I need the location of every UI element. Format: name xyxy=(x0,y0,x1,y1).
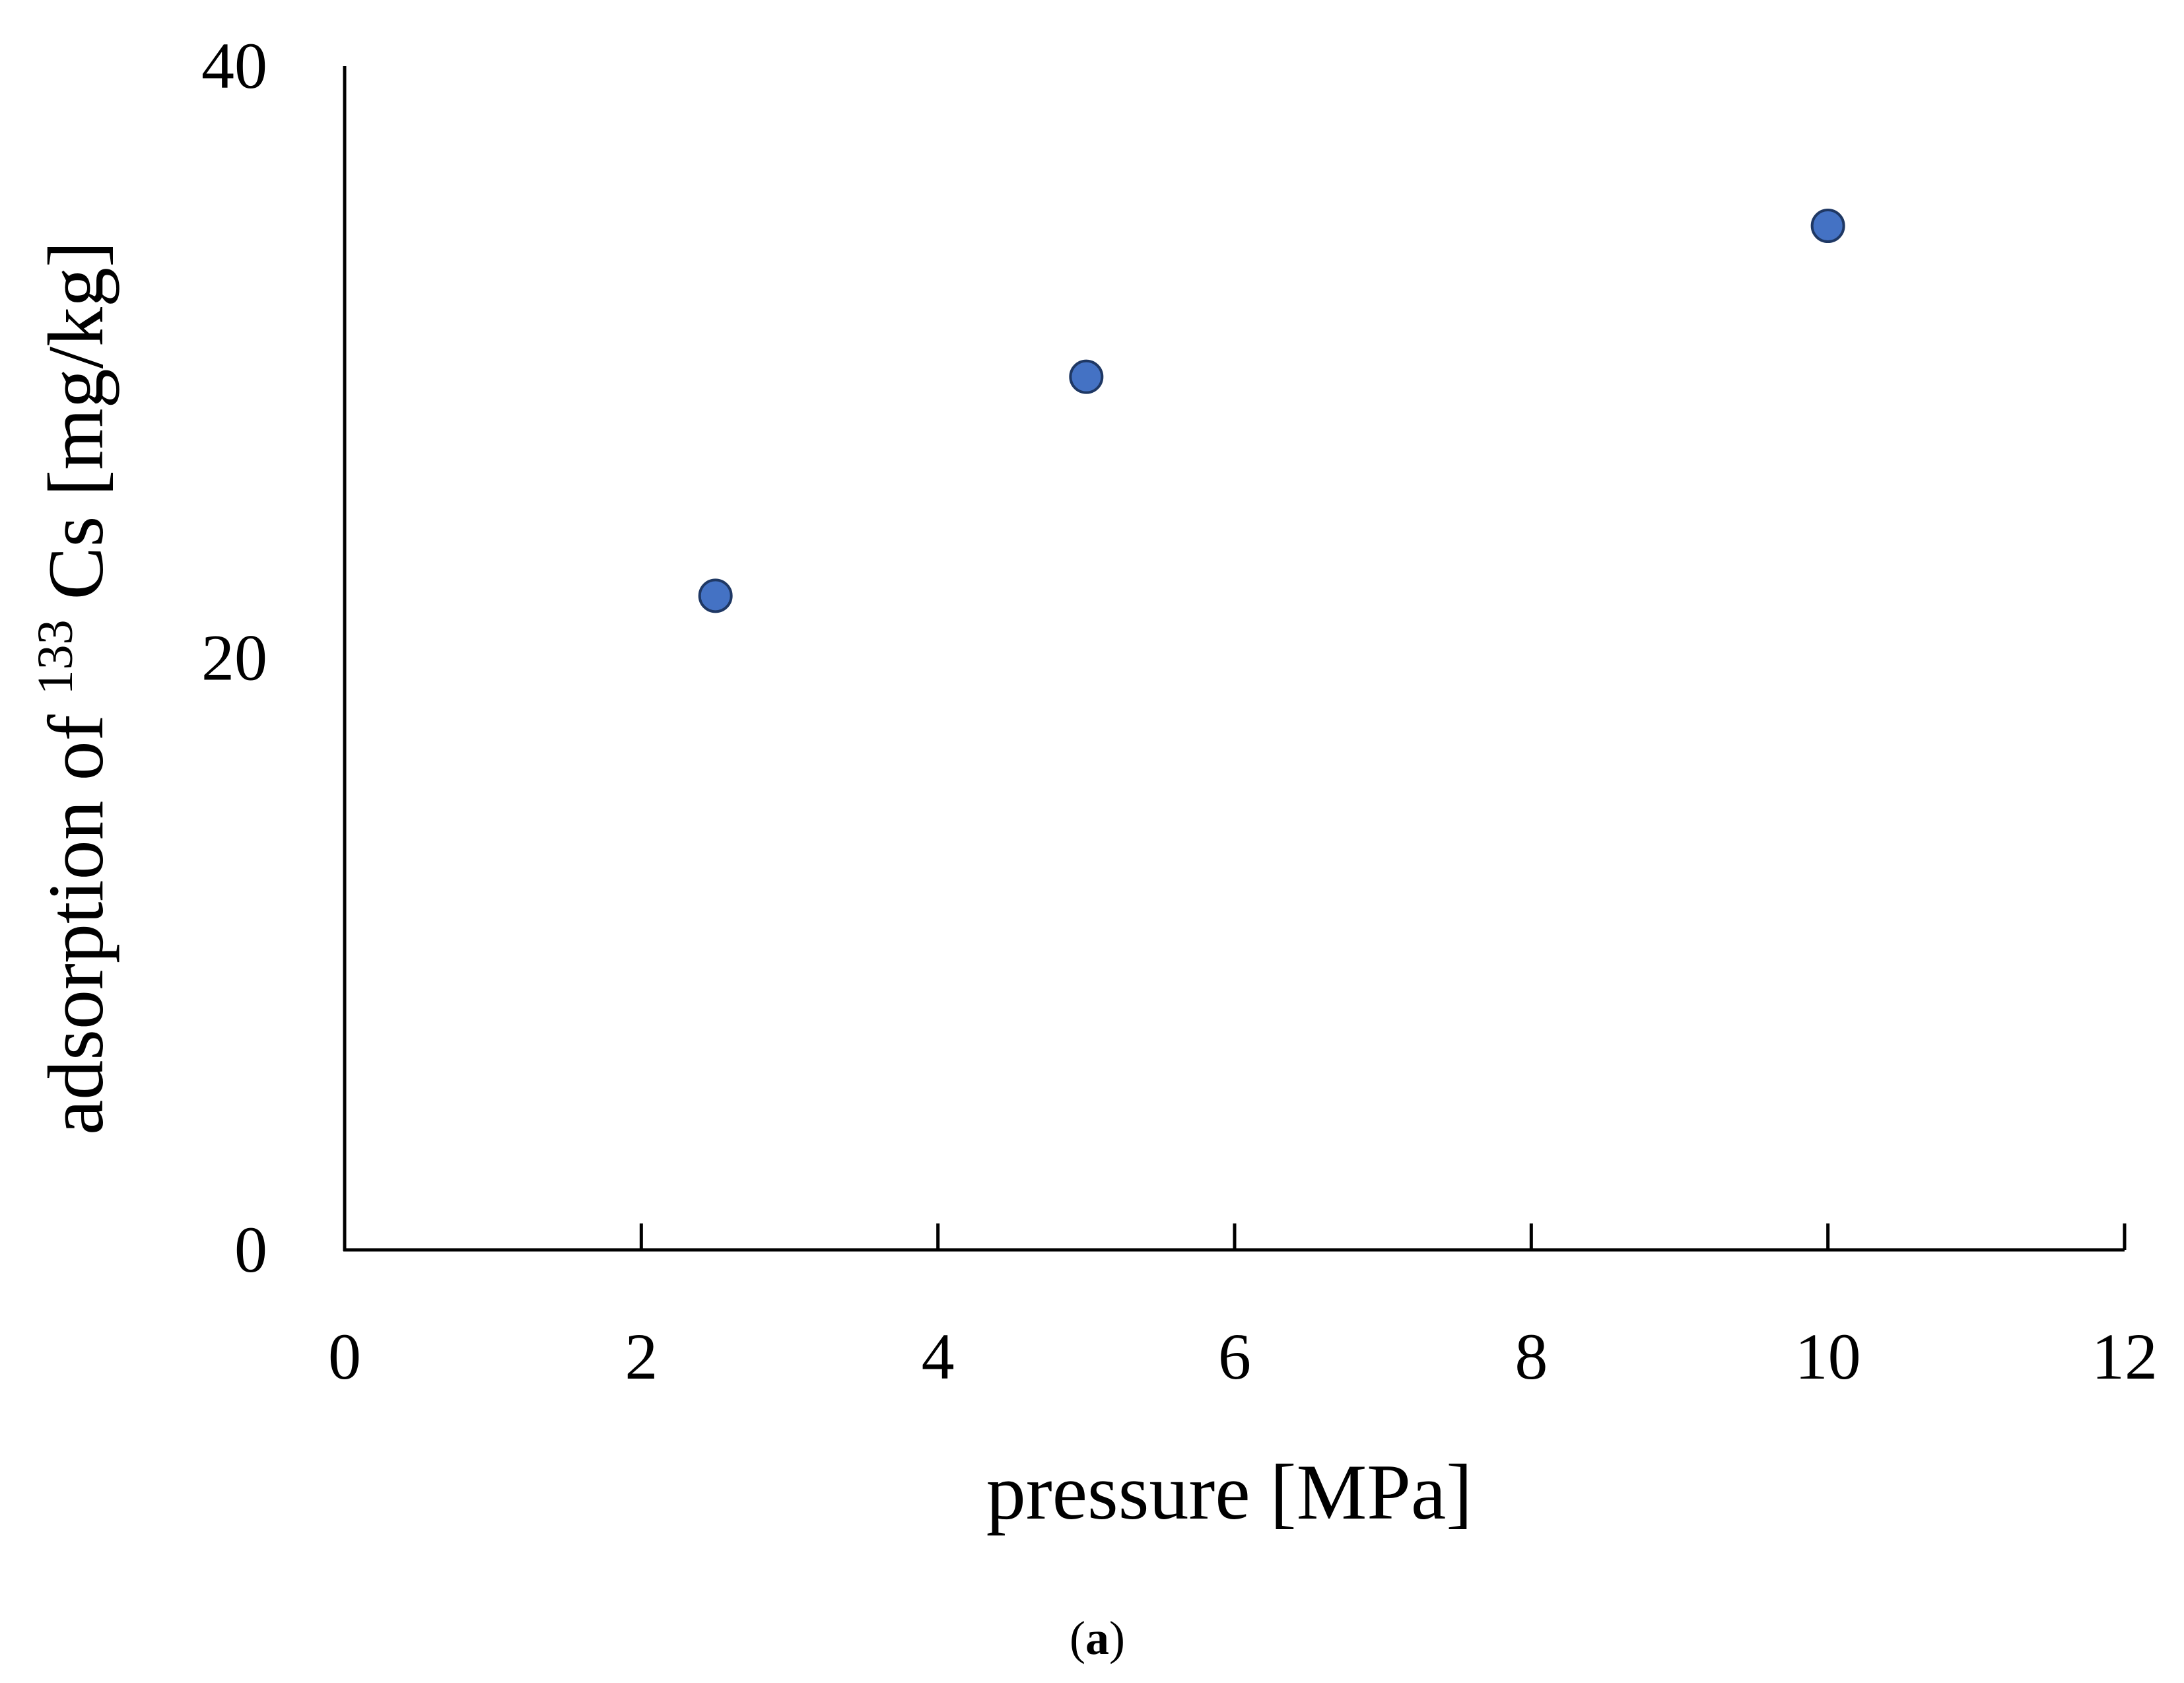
y-axis-title-suffix: Cs [mg/kg] xyxy=(32,241,119,619)
x-tick-label: 12 xyxy=(2092,1320,2158,1393)
y-tick-label: 20 xyxy=(201,621,267,695)
x-tick-label: 0 xyxy=(328,1320,361,1393)
panel-label-open: ( xyxy=(1070,1612,1085,1665)
y-tick-label: 40 xyxy=(201,29,267,102)
y-axis-title-superscript: 133 xyxy=(28,619,83,695)
y-ticks: 0 20 40 xyxy=(201,29,267,1286)
data-point xyxy=(1069,359,1104,394)
x-tick-label: 4 xyxy=(922,1320,955,1393)
x-tick-label: 10 xyxy=(1795,1320,1861,1393)
y-axis-title-prefix: adsorption of xyxy=(32,695,119,1135)
data-point xyxy=(698,578,733,613)
x-tick-label: 6 xyxy=(1218,1320,1251,1393)
x-tick-label: 2 xyxy=(625,1320,658,1393)
panel-label: (a) xyxy=(1070,1612,1125,1665)
panel-label-close: ) xyxy=(1109,1612,1125,1665)
panel-label-letter: a xyxy=(1085,1612,1109,1665)
data-points xyxy=(698,209,1845,613)
y-tick-label: 0 xyxy=(234,1213,267,1286)
x-axis-title: pressure [MPa] xyxy=(986,1448,1472,1536)
x-tick-label: 8 xyxy=(1515,1320,1548,1393)
x-ticks: 0 2 4 6 8 10 12 xyxy=(328,1223,2158,1393)
y-axis-title: adsorption of 133 Cs [mg/kg] xyxy=(28,241,119,1135)
data-point xyxy=(1810,209,1845,244)
axes: 0 2 4 6 8 10 12 0 20 40 xyxy=(201,29,2158,1393)
